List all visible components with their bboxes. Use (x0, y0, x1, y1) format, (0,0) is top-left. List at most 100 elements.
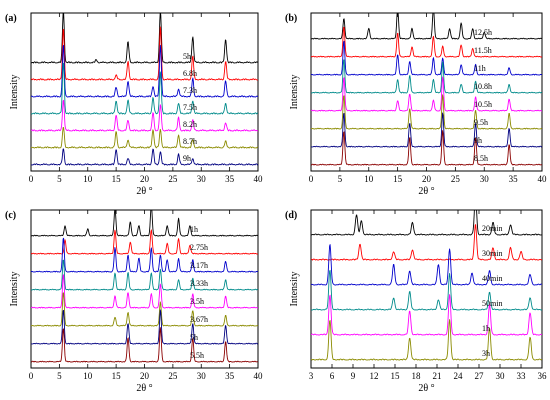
series-label: 9h (474, 136, 482, 145)
series-label: 3.17h (190, 261, 208, 270)
series-label: 5h (183, 52, 191, 61)
x-tick-label: 25 (451, 174, 461, 184)
x-tick-label: 40 (254, 174, 264, 184)
plot-frame (30, 209, 259, 369)
x-tick-label: 30 (197, 174, 207, 184)
series-label: 9.5h (474, 118, 488, 127)
x-tick-label: 0 (29, 174, 34, 184)
x-tick-label: 9 (351, 371, 356, 381)
x-tick-label: 27 (475, 371, 485, 381)
x-tick-label: 5 (57, 371, 62, 381)
x-tick-label: 0 (309, 174, 314, 184)
x-tick-label: 10 (364, 174, 374, 184)
series-label: 7.3h (183, 86, 197, 95)
series-line-9h (311, 112, 542, 148)
x-tick-label: 18 (412, 371, 422, 381)
traces (311, 13, 542, 166)
x-tick-label: 30 (480, 174, 490, 184)
series-line-7.3h (31, 44, 258, 98)
y-axis-label: Intensity (289, 75, 300, 110)
x-tick-label: 33 (517, 371, 527, 381)
series-label: 30min (482, 249, 502, 258)
x-tick-label: 25 (168, 174, 178, 184)
series-label: 5.5h (190, 351, 204, 360)
x-axis-label: 2θ ° (136, 383, 152, 394)
x-tick-label: 20 (422, 174, 432, 184)
series-label: 3.5h (190, 297, 204, 306)
series-line-6.8h (31, 26, 258, 81)
x-tick-label: 21 (433, 371, 442, 381)
x-tick-label: 10 (83, 174, 93, 184)
x-tick-label: 12 (370, 371, 379, 381)
traces (311, 210, 542, 361)
series-label: 12.5h (474, 28, 492, 37)
panel-letter: (a) (5, 13, 17, 24)
series-line-3.33h (31, 259, 258, 291)
series-label: 1h (482, 324, 490, 333)
x-tick-label: 40 (254, 371, 264, 381)
series-label: 40min (482, 274, 502, 283)
series-label: 10.5h (474, 100, 492, 109)
x-tick-label: 30 (496, 371, 506, 381)
series-line-3.17h (31, 237, 258, 273)
x-axis-label: 2θ ° (418, 383, 434, 394)
series-label: 3.67h (190, 315, 208, 324)
series-label: 6.8h (183, 69, 197, 78)
series-line-1h (311, 294, 542, 336)
series-label: 8.2h (183, 120, 197, 129)
y-axis-label: Intensity (289, 272, 300, 307)
series-label: 11.5h (474, 46, 492, 55)
y-axis-label: Intensity (9, 272, 20, 307)
panel-letter: (b) (285, 13, 297, 24)
series-line-5h (31, 13, 258, 64)
series-line-12.5h (311, 13, 542, 40)
series-label: 7.5h (183, 103, 197, 112)
series-label: 8.7h (183, 137, 197, 146)
series-label: 1h (190, 225, 198, 234)
x-tick-label: 35 (225, 174, 235, 184)
x-tick-label: 35 (225, 371, 235, 381)
series-line-9.5h (311, 94, 542, 130)
traces (31, 13, 258, 166)
series-label: 20min (482, 224, 502, 233)
series-line-3h (311, 319, 542, 361)
panel-b: (b) 0 5 10 15 20 25 30 35 40 2θ ° Intensity 12.5h 11.… (285, 12, 547, 197)
series-line-8.5h (311, 130, 542, 166)
x-tick-label: 5 (338, 174, 343, 184)
panel-c: (c) 0 5 10 15 20 25 30 35 40 2θ ° Intensity 1h 2.75h 3… (5, 209, 264, 394)
series-line-3.67h (31, 292, 258, 327)
series-label: 3h (482, 349, 490, 358)
series-label: 11h (474, 64, 486, 73)
series-label: 50min (482, 299, 502, 308)
series-line-2.75h (31, 229, 258, 255)
series-line-40min (311, 244, 542, 286)
x-axis-label: 2θ ° (418, 186, 434, 197)
series-line-10.5h (311, 76, 542, 112)
series-line-7.5h (31, 62, 258, 115)
series-line-30min (311, 224, 542, 261)
panel-letter: (d) (285, 210, 297, 221)
series-label: 9h (183, 154, 191, 163)
x-axis-label: 2θ ° (136, 186, 152, 197)
x-tick-label: 6 (330, 371, 335, 381)
x-tick-label: 0 (29, 371, 34, 381)
series-line-50min (311, 269, 542, 311)
series-line-8.7h (31, 127, 258, 149)
series-line-10.8h (311, 59, 542, 94)
series-label: 3.33h (190, 279, 208, 288)
series-line-20min (311, 210, 542, 236)
series-label: 5h (190, 333, 198, 342)
series-label: 8.5h (474, 154, 488, 163)
x-tick-label: 20 (140, 371, 150, 381)
x-tick-label: 15 (391, 371, 401, 381)
series-label: 10.8h (474, 82, 492, 91)
x-tick-label: 15 (112, 371, 122, 381)
series-line-11h (311, 40, 542, 76)
series-label: 2.75h (190, 243, 208, 252)
series-line-5h (31, 309, 258, 345)
series-line-8.2h (31, 99, 258, 132)
series-line-9h (31, 148, 258, 166)
series-line-1h (31, 210, 258, 237)
x-tick-label: 15 (112, 174, 122, 184)
